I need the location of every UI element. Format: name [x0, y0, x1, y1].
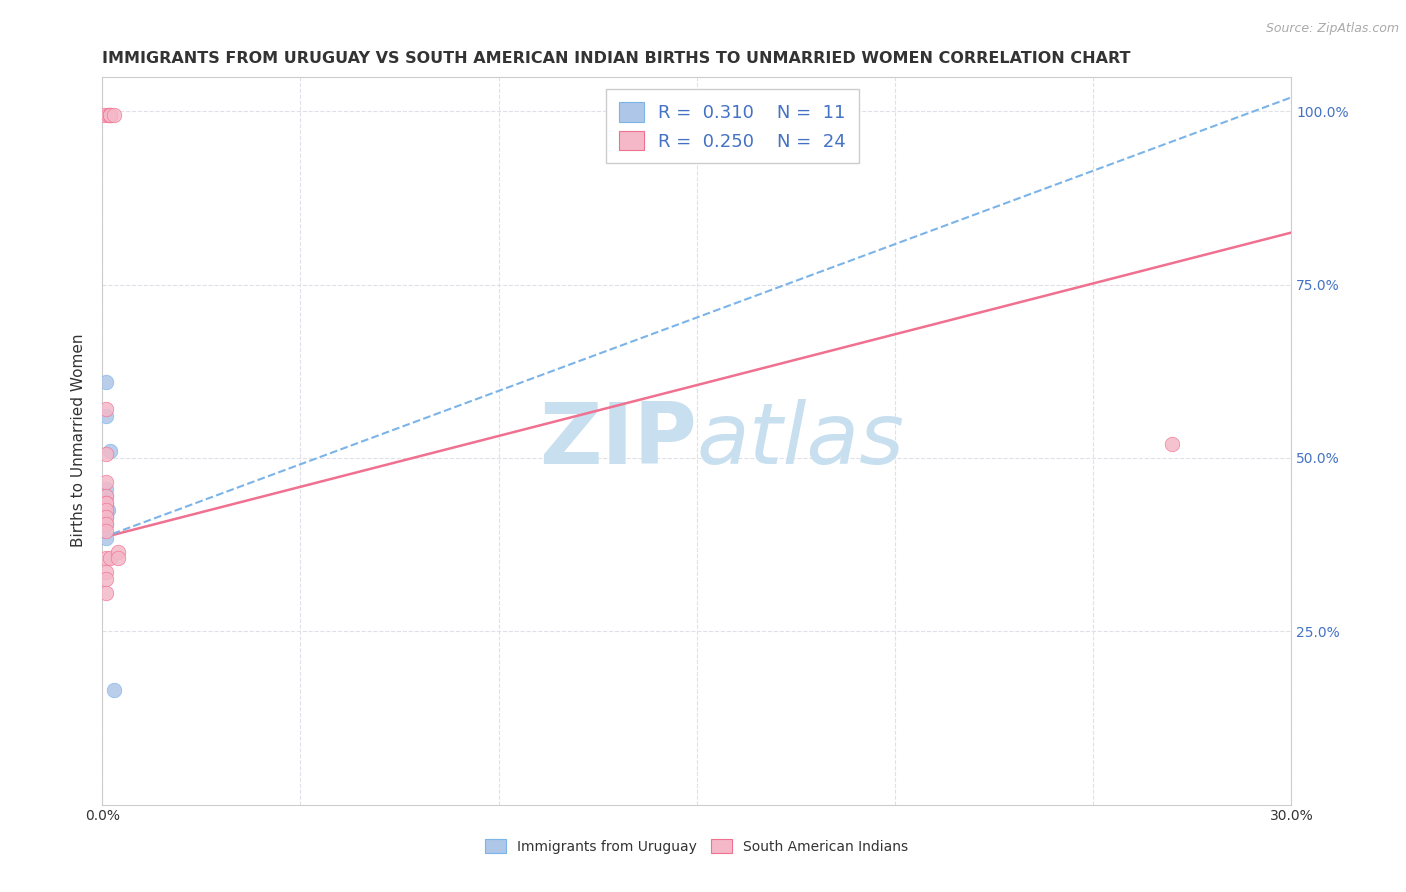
Text: atlas: atlas	[697, 399, 905, 482]
Point	[96, 482, 118, 496]
Point	[98, 108, 121, 122]
Point	[96, 402, 118, 417]
Point	[103, 108, 125, 122]
Point	[96, 572, 118, 586]
Point	[96, 531, 118, 545]
Point	[93, 108, 115, 122]
Point	[96, 489, 118, 503]
Point	[96, 586, 118, 600]
Point	[96, 447, 118, 461]
Point	[107, 544, 129, 558]
Text: IMMIGRANTS FROM URUGUAY VS SOUTH AMERICAN INDIAN BIRTHS TO UNMARRIED WOMEN CORRE: IMMIGRANTS FROM URUGUAY VS SOUTH AMERICA…	[103, 51, 1130, 66]
Point	[103, 683, 125, 698]
Point	[96, 516, 118, 531]
Point	[96, 503, 118, 517]
Y-axis label: Births to Unmarried Women: Births to Unmarried Women	[72, 334, 86, 548]
Point	[107, 551, 129, 566]
Point	[96, 496, 118, 510]
Point	[98, 444, 121, 458]
Point	[1161, 437, 1184, 451]
Point	[96, 516, 118, 531]
Text: Source: ZipAtlas.com: Source: ZipAtlas.com	[1265, 22, 1399, 36]
Point	[98, 551, 121, 566]
Point	[96, 409, 118, 424]
Point	[96, 509, 118, 524]
Point	[96, 566, 118, 580]
Point	[97, 503, 120, 517]
Point	[97, 108, 120, 122]
Point	[96, 475, 118, 490]
Point	[96, 503, 118, 517]
Point	[96, 496, 118, 510]
Text: ZIP: ZIP	[538, 399, 697, 482]
Point	[98, 108, 121, 122]
Point	[98, 108, 121, 122]
Point	[96, 551, 118, 566]
Point	[96, 509, 118, 524]
Point	[96, 375, 118, 389]
Point	[96, 524, 118, 538]
Legend: Immigrants from Uruguay, South American Indians: Immigrants from Uruguay, South American …	[479, 834, 914, 860]
Point	[96, 489, 118, 503]
